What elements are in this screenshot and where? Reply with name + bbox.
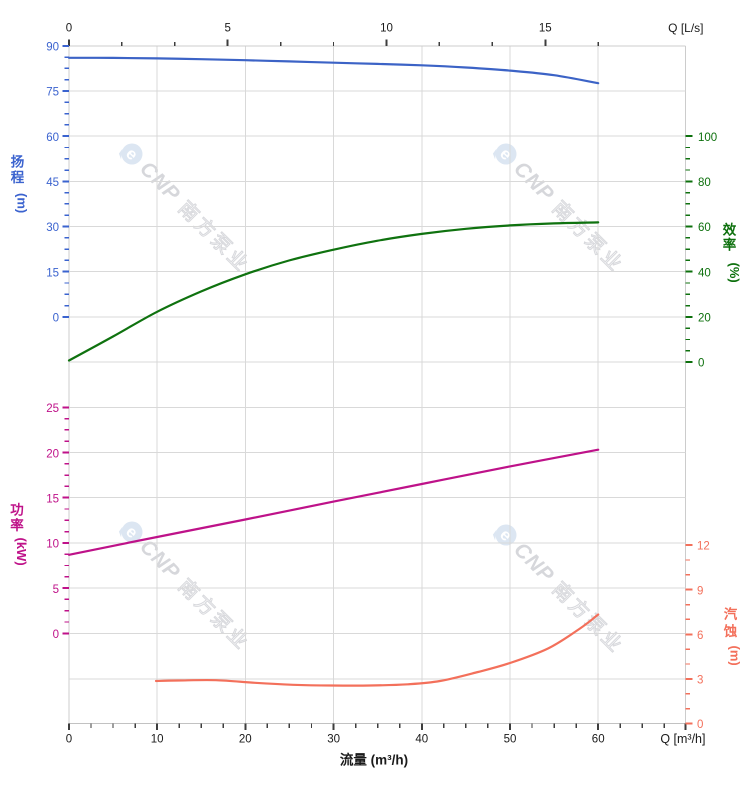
- svg-text:40: 40: [415, 734, 428, 746]
- svg-text:15: 15: [46, 494, 59, 506]
- svg-text:Q [L/s]: Q [L/s]: [668, 21, 703, 35]
- svg-text:20: 20: [698, 313, 711, 325]
- svg-text:蚀: 蚀: [723, 623, 738, 639]
- svg-text:效: 效: [723, 222, 737, 238]
- svg-text:汽: 汽: [724, 606, 738, 622]
- svg-text:30: 30: [46, 222, 59, 234]
- svg-text:10: 10: [46, 539, 59, 551]
- svg-text:Q [m³/h]: Q [m³/h]: [660, 732, 705, 746]
- svg-text:(%): (%): [727, 263, 742, 283]
- svg-text:10: 10: [380, 23, 393, 35]
- svg-text:0: 0: [53, 629, 59, 641]
- svg-text:75: 75: [46, 87, 59, 99]
- svg-text:率: 率: [723, 237, 737, 253]
- svg-text:45: 45: [46, 177, 59, 189]
- svg-text:程: 程: [11, 170, 25, 185]
- svg-text:(m): (m): [15, 193, 30, 213]
- svg-text:6: 6: [697, 630, 703, 642]
- svg-text:30: 30: [327, 734, 340, 746]
- svg-text:60: 60: [698, 222, 711, 234]
- svg-text:80: 80: [698, 177, 711, 189]
- svg-text:60: 60: [592, 734, 605, 746]
- svg-text:9: 9: [697, 585, 703, 597]
- svg-text:25: 25: [46, 403, 59, 415]
- svg-text:20: 20: [46, 448, 59, 460]
- svg-text:50: 50: [504, 734, 517, 746]
- svg-text:(m): (m): [728, 646, 743, 666]
- svg-text:60: 60: [46, 132, 59, 144]
- svg-text:15: 15: [46, 267, 59, 279]
- svg-text:功: 功: [10, 503, 24, 518]
- svg-text:15: 15: [539, 23, 552, 35]
- svg-text:0: 0: [698, 358, 704, 370]
- svg-text:率: 率: [10, 517, 24, 533]
- svg-text:10: 10: [151, 734, 164, 746]
- svg-text:20: 20: [239, 734, 252, 746]
- svg-text:0: 0: [697, 719, 703, 731]
- svg-text:12: 12: [697, 541, 710, 553]
- svg-text:0: 0: [53, 313, 59, 325]
- svg-text:3: 3: [697, 675, 703, 687]
- svg-text:5: 5: [224, 23, 230, 35]
- svg-text:100: 100: [698, 132, 717, 144]
- svg-text:0: 0: [66, 23, 72, 35]
- svg-text:(kW): (kW): [14, 538, 29, 566]
- svg-text:90: 90: [46, 41, 59, 53]
- svg-text:0: 0: [66, 734, 72, 746]
- svg-text:扬: 扬: [11, 154, 25, 170]
- svg-text:40: 40: [698, 267, 711, 279]
- svg-text:流量 (m³/h): 流量 (m³/h): [340, 752, 408, 768]
- svg-text:5: 5: [53, 584, 59, 596]
